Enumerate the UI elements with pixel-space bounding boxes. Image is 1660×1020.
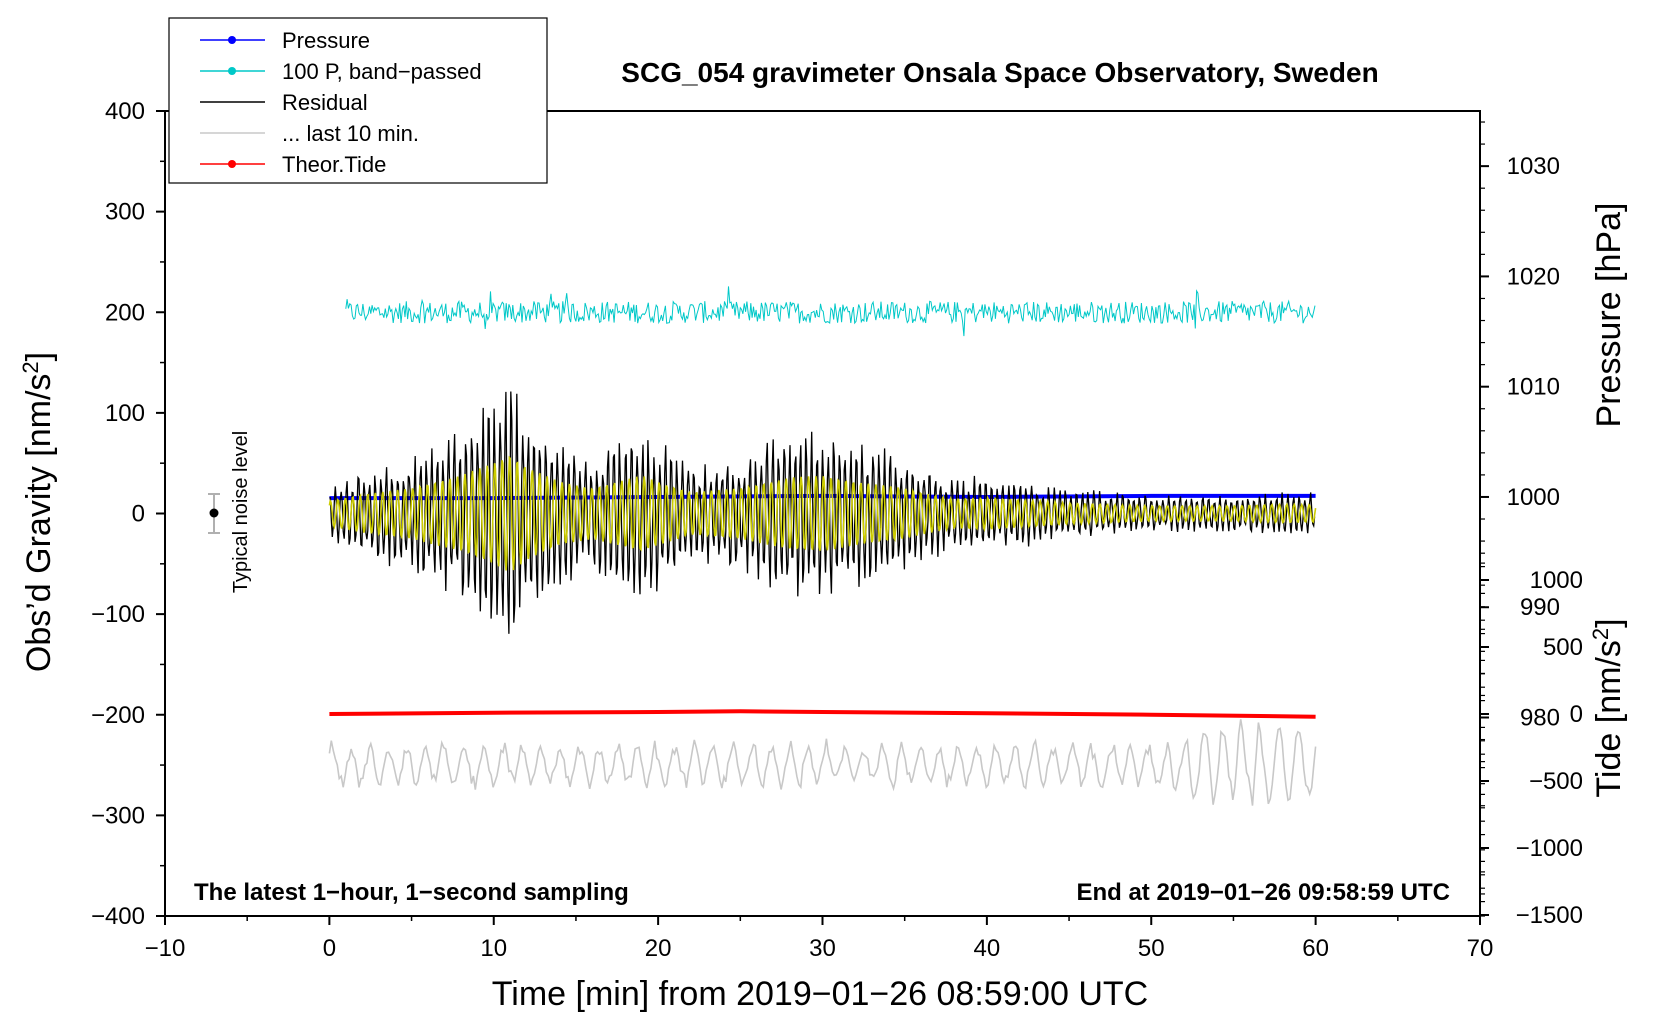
y-left-tick-label: −200 xyxy=(91,702,145,729)
legend-entry: Residual xyxy=(200,90,368,115)
series-layer xyxy=(328,286,1317,806)
x-tick-label: 0 xyxy=(323,935,336,962)
series-residual xyxy=(329,391,1316,634)
y-left-tick-label: −400 xyxy=(91,903,145,930)
y-left-tick-label: 100 xyxy=(105,400,145,427)
y-left-tick-label: 0 xyxy=(132,501,145,528)
tick-labels: −10 0 10 20 30 40 50 60 704003002001000−100−200−… xyxy=(91,98,1583,962)
x-tick-label: 20 xyxy=(645,935,672,962)
legend-marker xyxy=(228,160,236,168)
tide-tick-label: −500 xyxy=(1529,768,1583,795)
pressure-tick-label: 990 xyxy=(1520,594,1560,621)
noise-level-label: Typical noise level xyxy=(230,431,252,593)
tide-tick-label: −1000 xyxy=(1516,835,1583,862)
legend-entry: Pressure xyxy=(200,28,370,53)
series-last-10-min xyxy=(328,719,1317,806)
y-axis-title-left: Obs’d Gravity [nm/s2] xyxy=(18,352,58,672)
y-left-tick-label: −100 xyxy=(91,601,145,628)
noise-level-indicator: Typical noise level xyxy=(208,431,252,593)
y-left-tick-label: −300 xyxy=(91,802,145,829)
x-tick-label: 70 xyxy=(1467,935,1494,962)
legend: Pressure 100 P, band−passed Residual ... la… xyxy=(168,17,548,184)
x-tick-label: 50 xyxy=(1138,935,1165,962)
x-tick-label: −10 xyxy=(145,935,186,962)
pressure-tick-label: 1030 xyxy=(1507,153,1560,180)
annotation-sampling: The latest 1−hour, 1−second sampling xyxy=(194,879,629,906)
series-residual-filtered xyxy=(328,455,1317,571)
y-left-tick-label: 400 xyxy=(105,98,145,125)
legend-label: Residual xyxy=(282,90,368,115)
tide-tick-label: 500 xyxy=(1543,634,1583,661)
x-tick-label: 40 xyxy=(974,935,1001,962)
y-axis-title-pressure: Pressure [hPa] xyxy=(1590,203,1628,428)
x-tick-label: 60 xyxy=(1302,935,1329,962)
pressure-tick-label: 1020 xyxy=(1507,263,1560,290)
legend-entry: ... last 10 min. xyxy=(200,121,419,146)
legend-marker xyxy=(228,36,236,44)
legend-label: 100 P, band−passed xyxy=(282,59,482,84)
axis-ticks xyxy=(156,110,1489,925)
tide-tick-label: 0 xyxy=(1570,701,1583,728)
legend-box xyxy=(168,17,548,184)
legend-marker xyxy=(228,67,236,75)
x-axis-title: Time [min] from 2019−01−26 08:59:00 UTC xyxy=(492,975,1148,1013)
legend-label: Theor.Tide xyxy=(282,152,386,177)
pressure-tick-label: 980 xyxy=(1520,705,1560,732)
pressure-tick-label: 1010 xyxy=(1507,374,1560,401)
series-bandpassed-pressure xyxy=(345,286,1316,337)
y-left-tick-label: 200 xyxy=(105,299,145,326)
chart-title: SCG_054 gravimeter Onsala Space Observat… xyxy=(621,57,1378,88)
legend-label: ... last 10 min. xyxy=(282,121,419,146)
y-axis-title-tide: Tide [nm/s2] xyxy=(1588,618,1628,797)
legend-entry: Theor.Tide xyxy=(200,152,386,177)
annotation-end-time: End at 2019−01−26 09:58:59 UTC xyxy=(1076,879,1450,906)
y-left-tick-label: 300 xyxy=(105,199,145,226)
pressure-tick-label: 1000 xyxy=(1507,484,1560,511)
legend-entry: 100 P, band−passed xyxy=(200,59,482,84)
tide-tick-label: −1500 xyxy=(1516,902,1583,929)
x-tick-label: 10 xyxy=(480,935,507,962)
legend-label: Pressure xyxy=(282,28,370,53)
x-tick-label: 30 xyxy=(809,935,836,962)
noise-point xyxy=(209,508,219,518)
series-theoretical-tide xyxy=(329,709,1316,719)
tide-tick-label: 1000 xyxy=(1530,567,1583,594)
